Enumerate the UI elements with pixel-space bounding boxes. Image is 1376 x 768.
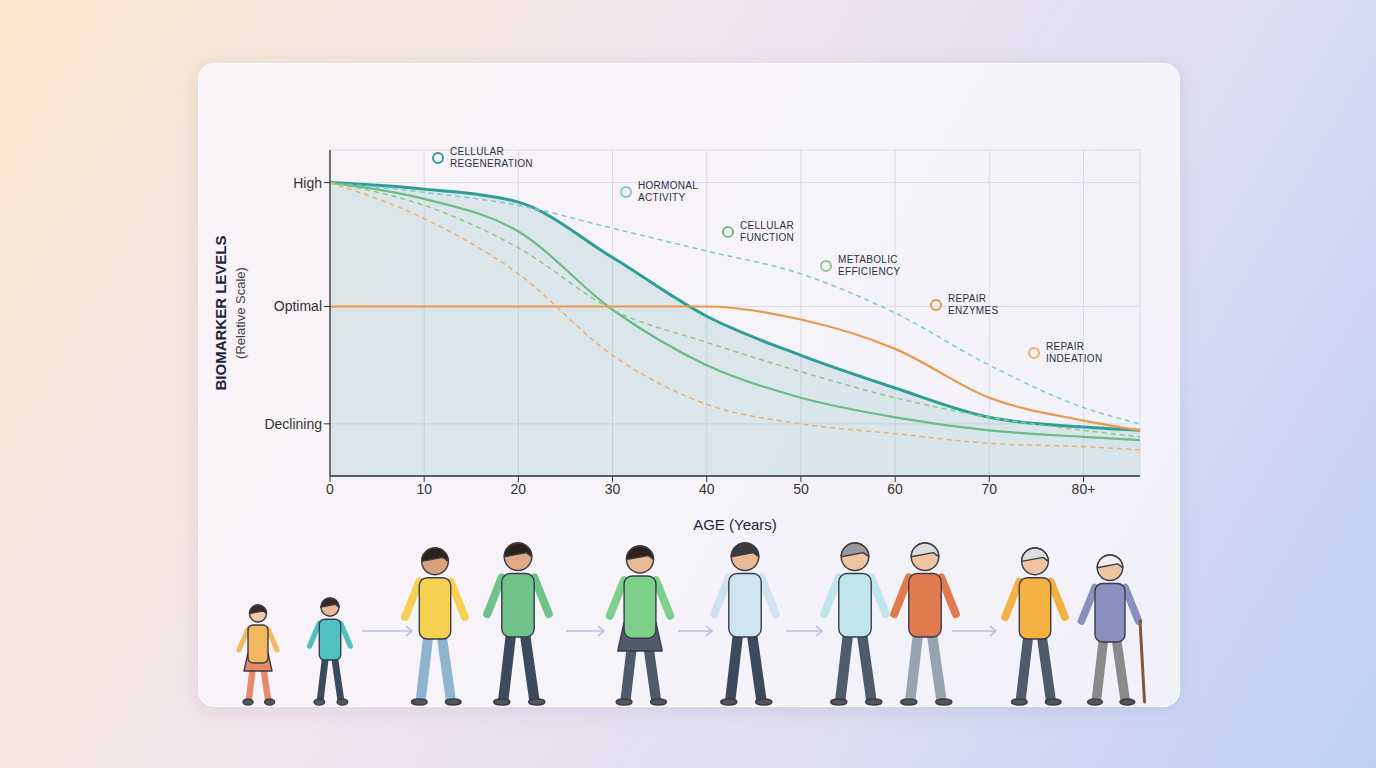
svg-text:(Relative Scale): (Relative Scale) (233, 267, 248, 359)
html-text:ENZYMES: ENZYMES (948, 305, 999, 316)
html-text:HORMONAL: HORMONAL (638, 180, 699, 191)
html-text:FUNCTION: FUNCTION (740, 232, 795, 243)
svg-text:70: 70 (982, 481, 998, 497)
html-text:CELLULAR: CELLULAR (740, 220, 795, 231)
svg-text:Declining: Declining (264, 416, 322, 432)
html-text:CELLULAR: CELLULAR (450, 146, 505, 157)
svg-text:20: 20 (511, 481, 527, 497)
svg-text:High: High (293, 175, 322, 191)
html-text:METABOLIC: METABOLIC (838, 254, 898, 265)
html-text:REPAIR: REPAIR (948, 293, 987, 304)
html-text:REPAIR: REPAIR (1046, 341, 1085, 352)
svg-text:BIOMARKER LEVELS: BIOMARKER LEVELS (212, 235, 229, 390)
html-text:INDEATION: INDEATION (1046, 353, 1103, 364)
svg-text:40: 40 (699, 481, 715, 497)
svg-text:60: 60 (887, 481, 903, 497)
svg-text:AGE (Years): AGE (Years) (693, 516, 777, 533)
html-text:ACTIVITY: ACTIVITY (638, 192, 686, 203)
svg-text:30: 30 (605, 481, 621, 497)
svg-text:10: 10 (416, 481, 432, 497)
svg-text:80+: 80+ (1072, 481, 1096, 497)
svg-text:50: 50 (793, 481, 809, 497)
html-text:REGENERATION: REGENERATION (450, 158, 533, 169)
svg-text:Optimal: Optimal (274, 298, 322, 314)
svg-text:0: 0 (326, 481, 334, 497)
html-text:EFFICIENCY: EFFICIENCY (838, 266, 901, 277)
